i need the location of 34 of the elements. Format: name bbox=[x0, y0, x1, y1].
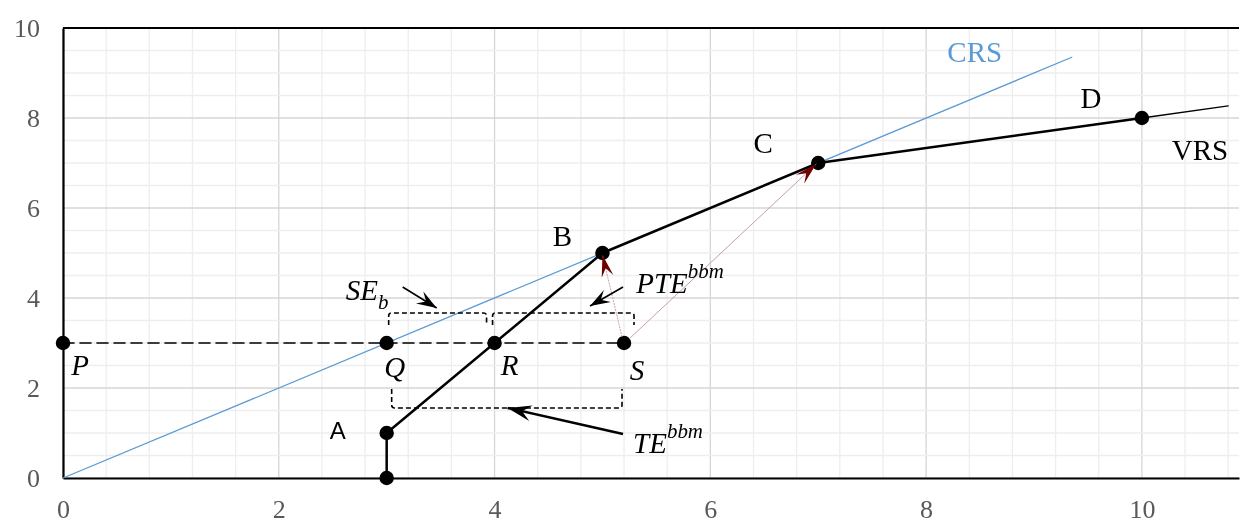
y-tick-label: 8 bbox=[27, 103, 40, 133]
annotation: TE$^{bbm}$ bbox=[633, 419, 703, 459]
x-tick-label: 8 bbox=[920, 495, 934, 524]
annotation: B bbox=[552, 220, 573, 252]
series-label: CRS bbox=[947, 36, 1003, 69]
annotation: P bbox=[70, 349, 89, 381]
annotation: R bbox=[499, 349, 519, 381]
y-tick-label: 6 bbox=[27, 193, 40, 223]
x-tick-label: 4 bbox=[488, 495, 502, 524]
point bbox=[379, 470, 394, 486]
annotation: S bbox=[629, 354, 645, 386]
point bbox=[55, 335, 71, 351]
annotation: C bbox=[753, 127, 773, 159]
x-tick-label: 10 bbox=[1129, 495, 1156, 524]
annotation: Q bbox=[384, 351, 406, 383]
point bbox=[616, 335, 632, 351]
annotation: PTE$^{bbm}$ bbox=[635, 259, 724, 299]
point bbox=[595, 245, 610, 261]
annotation: D bbox=[1080, 82, 1102, 114]
point bbox=[487, 335, 502, 351]
series-label: VRS bbox=[1171, 134, 1229, 166]
point bbox=[810, 155, 826, 171]
point bbox=[379, 335, 394, 351]
y-tick-label: 10 bbox=[14, 13, 40, 43]
point bbox=[379, 425, 394, 441]
x-tick-label: 2 bbox=[272, 495, 286, 524]
x-tick-label: 0 bbox=[57, 495, 70, 524]
y-tick-label: 4 bbox=[27, 283, 40, 313]
annotation: A bbox=[329, 416, 346, 444]
y-tick-label: 0 bbox=[27, 463, 40, 493]
y-tick-label: 2 bbox=[27, 373, 40, 403]
annotation: SE$_{b}$ bbox=[345, 274, 389, 314]
x-tick-label: 6 bbox=[704, 495, 718, 524]
point bbox=[1134, 110, 1150, 126]
